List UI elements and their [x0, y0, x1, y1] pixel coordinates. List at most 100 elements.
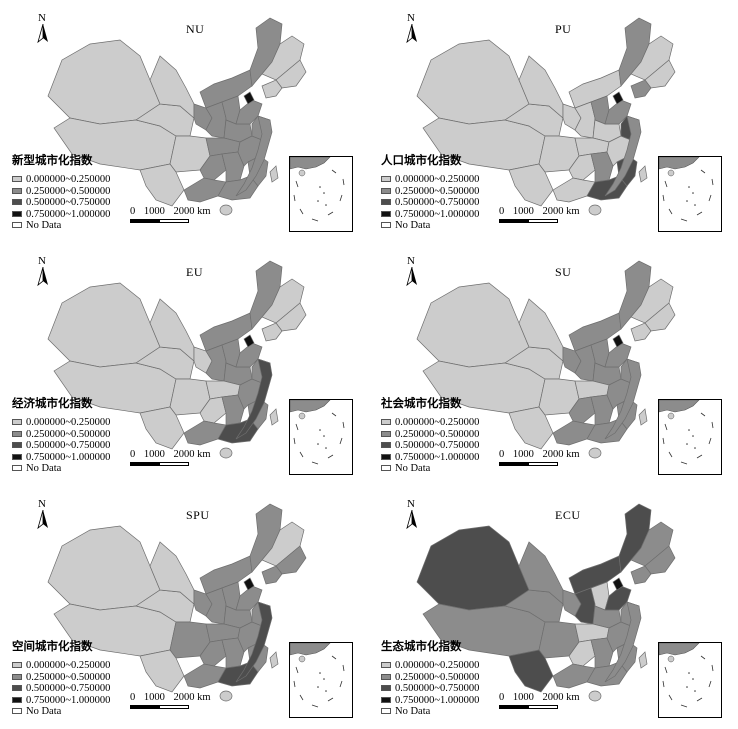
scale-bar: 0 1000 2000 km — [499, 692, 580, 710]
map-panel-su: N SU 社会城市化指数 0.000000~0.250000 0.250000~0… — [369, 243, 738, 486]
legend-swatch — [12, 199, 22, 205]
province-region — [416, 282, 530, 368]
scale-tick-2: 2000 km — [173, 449, 211, 460]
north-label: N — [38, 12, 46, 24]
panel-code: SPU — [186, 508, 210, 522]
scale-bar: 0 1000 2000 km — [499, 449, 580, 467]
north-arrow-icon: N — [405, 255, 419, 287]
scale-tick-2: 2000 km — [542, 449, 580, 460]
legend-title: 社会城市化指数 — [381, 396, 462, 410]
south-china-sea-inset — [289, 642, 353, 718]
legend: 人口城市化指数 0.000000~0.250000 0.250000~0.5000… — [381, 152, 479, 232]
legend-label: 0.750000~1.000000 — [26, 451, 111, 463]
province-region — [261, 79, 283, 99]
scale-tick-2: 2000 km — [173, 206, 211, 217]
legend-swatch — [381, 453, 391, 460]
south-china-sea-inset — [289, 399, 353, 475]
scale-tick-0: 0 — [499, 692, 505, 703]
south-china-sea-inset — [289, 156, 353, 232]
legend-item: 0.000000~0.250000 — [381, 660, 479, 672]
south-china-sea-inset — [658, 399, 722, 475]
legend-item: No Data — [381, 463, 462, 475]
taiwan-island — [269, 651, 279, 669]
province-region — [552, 420, 596, 446]
legend-label: No Data — [26, 706, 62, 717]
legend-label: 0.750000~1.000000 — [395, 694, 480, 706]
province-region — [249, 260, 283, 330]
legend-item: No Data — [381, 706, 462, 718]
panel-code: SU — [555, 265, 572, 279]
province-region — [552, 663, 596, 689]
province-region — [508, 649, 554, 693]
legend-item: 0.250000~0.500000 — [12, 429, 110, 441]
legend: 空间城市化指数 0.000000~0.250000 0.250000~0.5000… — [12, 638, 110, 718]
legend-item: No Data — [12, 220, 93, 232]
legend-swatch — [381, 673, 391, 680]
north-arrow-icon: N — [36, 255, 50, 287]
legend-swatch — [381, 685, 391, 691]
legend-item: 0.000000~0.250000 — [12, 660, 110, 672]
hainan-island — [588, 690, 602, 702]
province-region — [612, 91, 624, 105]
province-region — [139, 649, 185, 693]
legend-swatch — [12, 685, 22, 691]
legend-label: 0.500000~0.750000 — [395, 197, 480, 208]
legend-item: 0.250000~0.500000 — [381, 429, 479, 441]
province-region — [243, 577, 255, 591]
legend-item: 0.500000~0.750000 — [381, 197, 479, 209]
legend-label: 0.750000~1.000000 — [395, 208, 480, 220]
coastal-provinces — [604, 601, 642, 683]
legend-swatch — [12, 222, 22, 228]
province-region — [618, 503, 652, 573]
taiwan-island — [638, 165, 648, 183]
scale-tick-0: 0 — [130, 206, 136, 217]
legend-title: 空间城市化指数 — [12, 639, 93, 653]
scale-tick-2: 2000 km — [542, 692, 580, 703]
province-region — [183, 663, 227, 689]
legend-label: 0.250000~0.500000 — [395, 185, 480, 197]
legend-label: 0.250000~0.500000 — [395, 671, 480, 683]
province-region — [261, 565, 283, 585]
legend-title: 新型城市化指数 — [12, 153, 93, 167]
scale-tick-2: 2000 km — [542, 206, 580, 217]
legend-label: 0.000000~0.250000 — [26, 417, 111, 428]
legend-label: 0.500000~0.750000 — [395, 683, 480, 694]
map-panel-eu: N EU 经济城市化指数 0.000000~0.250000 0.250000~0… — [0, 243, 369, 486]
china-map — [47, 503, 307, 702]
legend-item: 0.000000~0.250000 — [12, 417, 110, 429]
hainan-island — [588, 204, 602, 216]
coastal-provinces — [604, 115, 642, 197]
province-region — [630, 79, 652, 99]
coastal-provinces — [604, 358, 642, 440]
scale-tick-0: 0 — [130, 692, 136, 703]
map-panel-nu: N NU 新型城市化指数 0.000000~0.250000 0.250000~0… — [0, 0, 369, 243]
legend-label: 0.250000~0.500000 — [26, 671, 111, 683]
panel-code: EU — [186, 265, 203, 279]
legend-swatch — [381, 176, 391, 182]
north-label: N — [38, 498, 46, 510]
legend-item: 0.500000~0.750000 — [381, 440, 479, 452]
legend-item: 0.250000~0.500000 — [381, 186, 479, 198]
legend-item: 0.500000~0.750000 — [12, 683, 110, 695]
taiwan-island — [638, 408, 648, 426]
province-region — [261, 322, 283, 342]
hainan-island — [219, 690, 233, 702]
china-map — [47, 260, 307, 459]
legend-swatch — [12, 465, 22, 471]
panel-code: ECU — [555, 508, 581, 522]
taiwan-island — [638, 651, 648, 669]
province-region — [249, 17, 283, 87]
china-map — [416, 17, 676, 216]
legend-item: 0.750000~1.000000 — [12, 452, 110, 464]
legend-swatch — [381, 696, 391, 703]
legend-title: 经济城市化指数 — [12, 396, 93, 410]
province-region — [612, 577, 624, 591]
province-region — [416, 39, 530, 125]
legend-swatch — [12, 673, 22, 680]
legend-label: 0.750000~1.000000 — [26, 694, 111, 706]
north-label: N — [38, 255, 46, 267]
legend-label: 0.000000~0.250000 — [395, 417, 480, 428]
south-china-sea-inset — [658, 642, 722, 718]
legend-swatch — [381, 708, 391, 714]
province-region — [508, 163, 554, 207]
